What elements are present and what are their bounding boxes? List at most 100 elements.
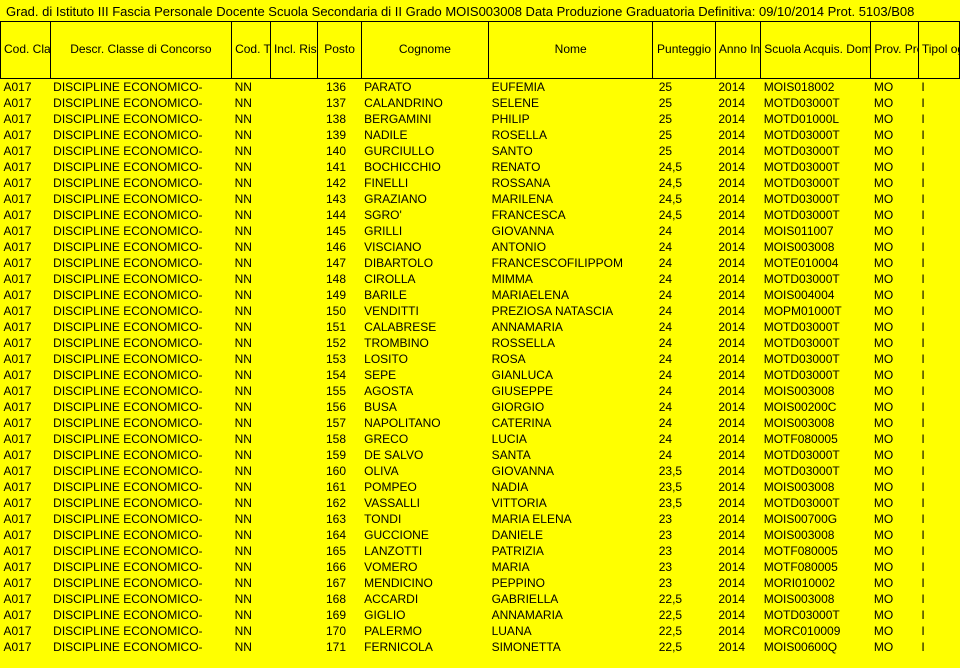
cell-tipologia: I [918, 127, 959, 143]
cell-nome: SIMONETTA [489, 639, 653, 655]
cell-scuola: MOTD03000T [761, 495, 871, 511]
cell-posto: 144 [318, 207, 361, 223]
cell-punteggio: 22,5 [653, 607, 716, 623]
cell-descr: DISCIPLINE ECONOMICO- [50, 335, 231, 351]
table-row: A017DISCIPLINE ECONOMICO-NN171FERNICOLAS… [1, 639, 960, 655]
cell-nome: MIMMA [489, 271, 653, 287]
cell-punteggio: 25 [653, 127, 716, 143]
cell-posto: 147 [318, 255, 361, 271]
cell-scuola: MORI010002 [761, 575, 871, 591]
cell-tipologia: I [918, 527, 959, 543]
cell-scuola: MOTD03000T [761, 95, 871, 111]
cell-scuola: MOIS00700G [761, 511, 871, 527]
cell-cognome: CIROLLA [361, 271, 488, 287]
col-nome: Nome [489, 22, 653, 79]
cell-tipo: NN [232, 319, 271, 335]
cell-anno: 2014 [715, 287, 760, 303]
cell-posto: 155 [318, 383, 361, 399]
table-row: A017DISCIPLINE ECONOMICO-NN170PALERMOLUA… [1, 623, 960, 639]
cell-tipo: NN [232, 175, 271, 191]
cell-incl [270, 191, 318, 207]
cell-cod: A017 [1, 575, 51, 591]
cell-prov: MO [871, 287, 919, 303]
col-anno: Anno Ins. Grad. [715, 22, 760, 79]
cell-incl [270, 159, 318, 175]
cell-scuola: MOIS003008 [761, 383, 871, 399]
cell-anno: 2014 [715, 479, 760, 495]
cell-cognome: BOCHICCHIO [361, 159, 488, 175]
cell-prov: MO [871, 303, 919, 319]
cell-punteggio: 24 [653, 399, 716, 415]
cell-cognome: DE SALVO [361, 447, 488, 463]
table-row: A017DISCIPLINE ECONOMICO-NN136PARATOEUFE… [1, 79, 960, 96]
cell-punteggio: 23 [653, 527, 716, 543]
cell-tipo: NN [232, 415, 271, 431]
cell-nome: ROSELLA [489, 127, 653, 143]
cell-tipologia: I [918, 383, 959, 399]
cell-incl [270, 463, 318, 479]
cell-incl [270, 79, 318, 96]
cell-tipo: NN [232, 543, 271, 559]
table-row: A017DISCIPLINE ECONOMICO-NN155AGOSTAGIUS… [1, 383, 960, 399]
cell-tipologia: I [918, 79, 959, 96]
cell-tipo: NN [232, 607, 271, 623]
cell-scuola: MOPM01000T [761, 303, 871, 319]
cell-anno: 2014 [715, 191, 760, 207]
cell-nome: ANTONIO [489, 239, 653, 255]
cell-incl [270, 223, 318, 239]
table-row: A017DISCIPLINE ECONOMICO-NN138BERGAMINIP… [1, 111, 960, 127]
cell-tipo: NN [232, 303, 271, 319]
cell-nome: MARILENA [489, 191, 653, 207]
cell-cod: A017 [1, 415, 51, 431]
cell-tipologia: I [918, 367, 959, 383]
cell-tipologia: I [918, 95, 959, 111]
cell-tipologia: I [918, 271, 959, 287]
cell-descr: DISCIPLINE ECONOMICO- [50, 639, 231, 655]
cell-cognome: GRAZIANO [361, 191, 488, 207]
table-row: A017DISCIPLINE ECONOMICO-NN164GUCCIONEDA… [1, 527, 960, 543]
cell-descr: DISCIPLINE ECONOMICO- [50, 239, 231, 255]
cell-punteggio: 24 [653, 223, 716, 239]
cell-cognome: TONDI [361, 511, 488, 527]
cell-anno: 2014 [715, 559, 760, 575]
cell-cognome: DIBARTOLO [361, 255, 488, 271]
cell-posto: 152 [318, 335, 361, 351]
cell-prov: MO [871, 463, 919, 479]
cell-posto: 171 [318, 639, 361, 655]
cell-nome: ROSSANA [489, 175, 653, 191]
cell-cognome: GRECO [361, 431, 488, 447]
cell-cognome: CALABRESE [361, 319, 488, 335]
cell-posto: 140 [318, 143, 361, 159]
cell-incl [270, 575, 318, 591]
cell-tipo: NN [232, 335, 271, 351]
cell-anno: 2014 [715, 575, 760, 591]
cell-prov: MO [871, 159, 919, 175]
table-row: A017DISCIPLINE ECONOMICO-NN146VISCIANOAN… [1, 239, 960, 255]
cell-anno: 2014 [715, 223, 760, 239]
cell-scuola: MOTD03000T [761, 351, 871, 367]
cell-cognome: BARILE [361, 287, 488, 303]
cell-cognome: VISCIANO [361, 239, 488, 255]
cell-anno: 2014 [715, 351, 760, 367]
cell-nome: FRANCESCA [489, 207, 653, 223]
cell-prov: MO [871, 399, 919, 415]
cell-tipo: NN [232, 511, 271, 527]
cell-cod: A017 [1, 335, 51, 351]
cell-tipo: NN [232, 495, 271, 511]
cell-cod: A017 [1, 95, 51, 111]
col-prov: Prov. Presen t. Doma [871, 22, 919, 79]
cell-tipo: NN [232, 79, 271, 96]
cell-anno: 2014 [715, 591, 760, 607]
cell-cognome: CALANDRINO [361, 95, 488, 111]
cell-posto: 142 [318, 175, 361, 191]
cell-tipologia: I [918, 543, 959, 559]
cell-cod: A017 [1, 271, 51, 287]
cell-scuola: MOTD03000T [761, 127, 871, 143]
cell-tipo: NN [232, 223, 271, 239]
cell-tipologia: I [918, 223, 959, 239]
cell-nome: MARIA [489, 559, 653, 575]
cell-cod: A017 [1, 303, 51, 319]
cell-incl [270, 255, 318, 271]
cell-descr: DISCIPLINE ECONOMICO- [50, 351, 231, 367]
cell-incl [270, 479, 318, 495]
